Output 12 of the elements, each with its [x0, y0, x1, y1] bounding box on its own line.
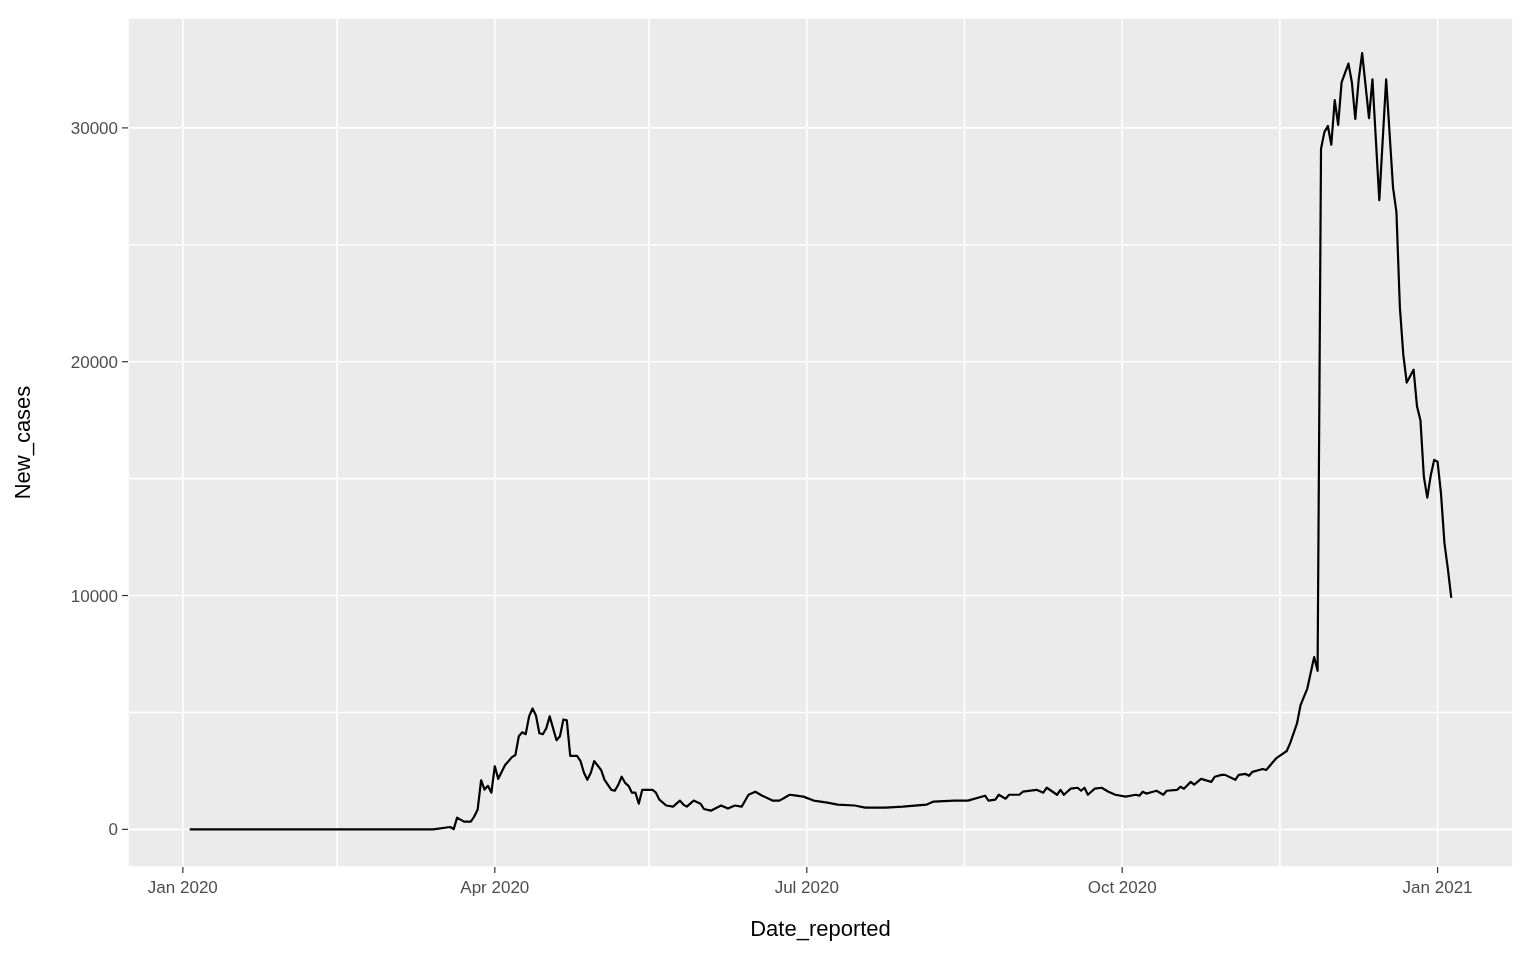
line-series	[188, 51, 1453, 831]
y-tick-label: 20000	[70, 352, 118, 372]
y-axis-title: New_cases	[9, 385, 35, 500]
x-tick-label: Oct 2020	[1087, 878, 1157, 897]
x-axis-title: Date_reported	[750, 916, 891, 941]
x-tick-label: Jan 2020	[147, 878, 218, 897]
y-tick-label: 10000	[70, 586, 118, 606]
y-tick-label: 30000	[70, 118, 118, 138]
x-tick-label: Jan 2021	[1402, 878, 1473, 897]
x-tick-label: Jul 2020	[774, 878, 839, 897]
x-tick-label: Apr 2020	[460, 878, 530, 897]
y-tick-label: 0	[108, 820, 118, 840]
